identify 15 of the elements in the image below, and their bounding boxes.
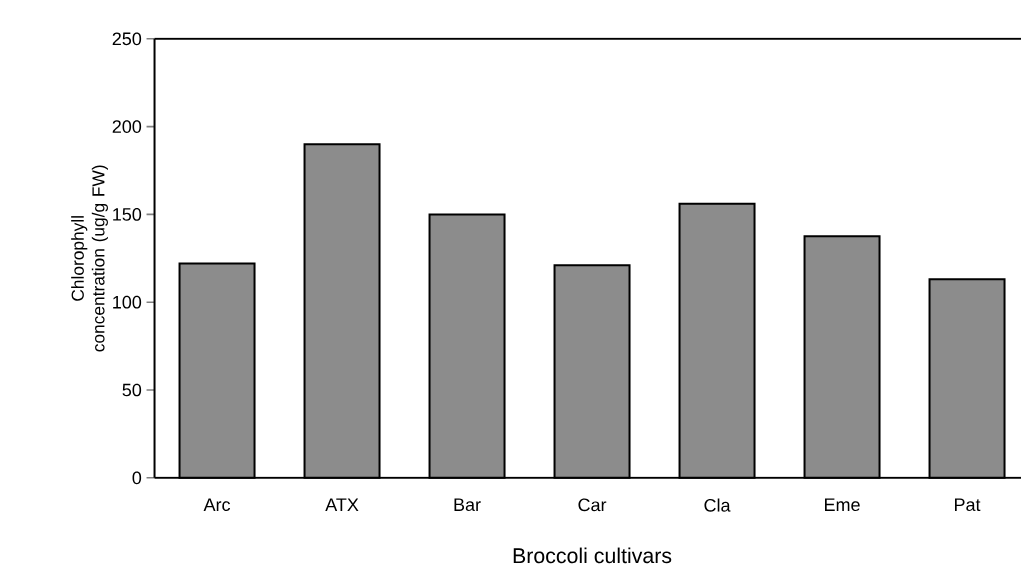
x-tick-label: Pat: [955, 498, 981, 512]
y-tick-label: 200: [112, 120, 142, 133]
x-tick-label: Cla: [704, 498, 731, 512]
x-tick-label: ATX: [325, 498, 359, 511]
y-tick-label: 0: [132, 471, 142, 485]
y-tick-label: 50: [122, 383, 142, 397]
x-tick-label: Eme: [825, 498, 860, 512]
y-tick-label: 100: [113, 295, 142, 309]
x-tick-label: Car: [578, 498, 607, 512]
x-tick-label: Bar: [454, 498, 481, 512]
y-axis-title: Chlorophyll concentration (ug/g FW): [71, 165, 108, 352]
x-tick-label: Arc: [203, 498, 231, 512]
y-tick-label: 150: [113, 208, 142, 221]
y-tick-label: 250: [112, 32, 142, 46]
x-axis-title: Broccoli cultivars: [513, 547, 672, 564]
